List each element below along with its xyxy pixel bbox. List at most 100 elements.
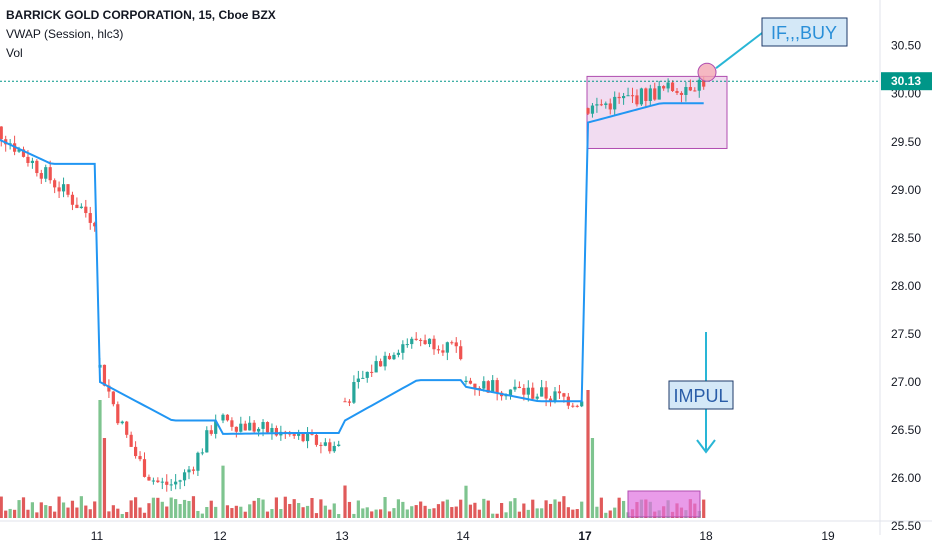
candle-body <box>370 371 374 373</box>
candle-body <box>165 481 169 485</box>
volume-bar <box>265 511 270 518</box>
candle-body <box>414 338 418 340</box>
candle-body <box>151 480 155 482</box>
volume-bar <box>234 505 238 518</box>
volume-bar <box>270 509 274 518</box>
candle-body <box>53 180 57 188</box>
candle-body <box>196 452 200 471</box>
candle-body <box>387 355 392 360</box>
candle-body <box>221 414 225 421</box>
volume-bar <box>274 497 278 518</box>
volume-bar <box>495 513 499 518</box>
volume-bar <box>225 505 230 518</box>
candle-body <box>693 90 697 92</box>
volume-bar <box>221 465 225 518</box>
y-tick-label: 28.50 <box>891 231 921 245</box>
candle-body <box>454 342 458 347</box>
candle-body <box>48 167 52 181</box>
volume-bar <box>343 485 347 518</box>
volume-bar <box>138 507 142 518</box>
candle-body <box>553 391 557 402</box>
volume-indicator-label[interactable]: Vol <box>6 46 23 60</box>
candle-body <box>328 442 332 452</box>
candle-body <box>522 388 526 395</box>
candle-body <box>111 391 115 405</box>
volume-bar <box>548 503 553 518</box>
candle-body <box>79 206 83 209</box>
candle-body <box>361 377 365 379</box>
volume-bar <box>328 509 332 518</box>
impulse-label-box <box>668 380 734 410</box>
volume-bar <box>174 499 178 518</box>
volume-bar <box>419 501 423 518</box>
x-tick-label: 19 <box>821 529 835 543</box>
candle-body <box>575 405 579 407</box>
volume-bar <box>361 508 365 518</box>
volume-bar <box>0 496 3 518</box>
candle-body <box>548 398 553 402</box>
candle-body <box>234 426 238 432</box>
volume-bar <box>319 499 323 518</box>
volume-bar <box>491 513 495 518</box>
volume-bar <box>57 496 61 518</box>
candle-body <box>450 342 454 344</box>
candle-body <box>526 387 530 395</box>
candle-body <box>0 126 3 140</box>
candle-body <box>343 401 347 403</box>
candle-body <box>270 427 274 433</box>
last-price-tag <box>881 72 932 91</box>
candle-body <box>613 96 617 110</box>
volume-bar <box>283 496 287 518</box>
volume-bar <box>156 497 160 518</box>
candle-body <box>491 380 495 393</box>
candle-body <box>352 382 356 403</box>
volume-bar <box>571 509 575 518</box>
vwap-indicator-label[interactable]: VWAP (Session, hlc3) <box>6 27 124 41</box>
volume-bar <box>165 506 169 518</box>
candle-body <box>392 354 396 360</box>
volume-bar <box>486 500 490 518</box>
candle-body <box>257 428 261 432</box>
volume-bar <box>590 438 595 518</box>
candle-body <box>30 160 34 163</box>
candle-body <box>156 480 160 483</box>
volume-bar <box>314 513 319 518</box>
volume-bar <box>450 507 454 518</box>
volume-bar <box>522 503 526 518</box>
candle-body <box>301 433 305 442</box>
candle-body <box>410 338 414 345</box>
volume-bar <box>405 509 409 518</box>
volume-bar <box>102 438 107 518</box>
candle-body <box>84 206 88 214</box>
volume-bar <box>13 509 17 518</box>
volume-bar <box>252 500 256 518</box>
volume-bar <box>230 508 234 518</box>
y-tick-label: 30.50 <box>891 39 921 53</box>
volume-bar <box>297 503 301 518</box>
candle-body <box>297 433 301 436</box>
volume-bar <box>21 497 26 518</box>
candle-body <box>265 422 270 433</box>
candle-body <box>248 422 252 431</box>
volume-bar <box>392 508 396 518</box>
volume-bar <box>396 499 400 518</box>
volume-bar <box>35 512 39 518</box>
candle-body <box>93 222 97 227</box>
volume-bar <box>365 507 369 518</box>
candle-body <box>571 405 575 407</box>
volume-bar <box>586 390 590 518</box>
volume-bar <box>301 507 305 518</box>
impulse-arrow-head <box>696 439 716 454</box>
volume-bar <box>575 509 579 518</box>
candle-body <box>427 338 432 345</box>
candle-body <box>468 380 473 384</box>
candle-body <box>383 355 387 367</box>
candle-body <box>160 481 164 483</box>
volume-bar <box>214 506 218 518</box>
volume-bar <box>401 501 405 518</box>
volume-bar <box>310 498 314 518</box>
candle-body <box>648 88 652 101</box>
volume-bar <box>387 511 392 518</box>
